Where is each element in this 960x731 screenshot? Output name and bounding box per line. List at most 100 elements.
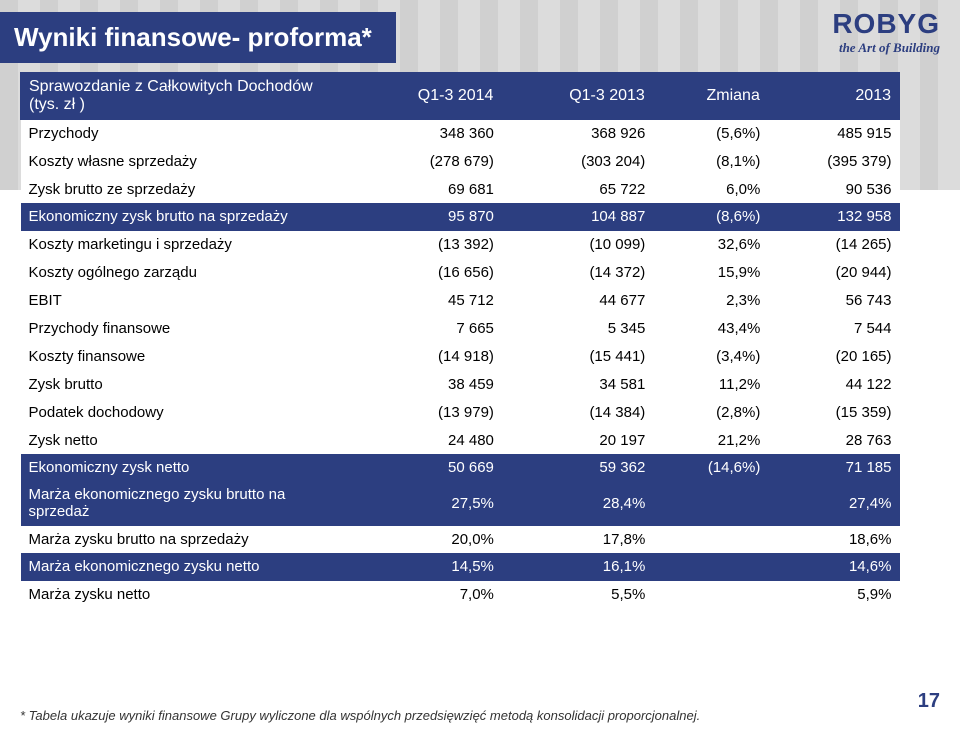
table-row: Marża ekonomicznego zysku netto14,5%16,1… — [21, 553, 900, 581]
table-cell: 95 870 — [351, 203, 502, 231]
row-label: Koszty własne sprzedaży — [21, 148, 351, 176]
table-cell: 20,0% — [351, 526, 502, 554]
table-cell: 50 669 — [351, 454, 502, 481]
table-cell: 20 197 — [502, 427, 653, 455]
table-cell: 32,6% — [653, 231, 768, 259]
table-cell: 24 480 — [351, 427, 502, 455]
table-row: EBIT45 71244 6772,3%56 743 — [21, 287, 900, 315]
table-row: Ekonomiczny zysk brutto na sprzedaży95 8… — [21, 203, 900, 231]
table-cell: (14,6%) — [653, 454, 768, 481]
header-col: 2013 — [768, 73, 899, 120]
row-label: Marża ekonomicznego zysku brutto na sprz… — [21, 481, 351, 526]
table-cell: 56 743 — [768, 287, 899, 315]
table-cell: (14 384) — [502, 399, 653, 427]
table-cell: 368 926 — [502, 120, 653, 148]
table-cell: 132 958 — [768, 203, 899, 231]
table-cell: (20 165) — [768, 343, 899, 371]
table-row: Przychody348 360368 926(5,6%)485 915 — [21, 120, 900, 148]
table-cell: 34 581 — [502, 371, 653, 399]
table-cell: 27,5% — [351, 481, 502, 526]
table-cell — [653, 526, 768, 554]
table-row: Koszty własne sprzedaży(278 679)(303 204… — [21, 148, 900, 176]
table-row: Podatek dochodowy(13 979)(14 384)(2,8%)(… — [21, 399, 900, 427]
logo-tagline: the Art of Building — [832, 40, 940, 56]
row-label: Ekonomiczny zysk netto — [21, 454, 351, 481]
table-cell: 44 122 — [768, 371, 899, 399]
row-label: Marża ekonomicznego zysku netto — [21, 553, 351, 581]
header-label: Sprawozdanie z Całkowitych Dochodów (tys… — [21, 73, 351, 120]
table-cell: 90 536 — [768, 176, 899, 204]
table-cell: 18,6% — [768, 526, 899, 554]
table-cell: (8,1%) — [653, 148, 768, 176]
table-cell: 17,8% — [502, 526, 653, 554]
row-label: Marża zysku netto — [21, 581, 351, 609]
footnote: * Tabela ukazuje wyniki finansowe Grupy … — [20, 708, 700, 723]
table-cell: 69 681 — [351, 176, 502, 204]
table-row: Zysk brutto ze sprzedaży69 68165 7226,0%… — [21, 176, 900, 204]
table-row: Koszty marketingu i sprzedaży(13 392)(10… — [21, 231, 900, 259]
row-label: EBIT — [21, 287, 351, 315]
table-cell: (13 979) — [351, 399, 502, 427]
row-label: Koszty finansowe — [21, 343, 351, 371]
table-cell: 59 362 — [502, 454, 653, 481]
table-cell: 11,2% — [653, 371, 768, 399]
table-cell: (395 379) — [768, 148, 899, 176]
table-cell: (15 441) — [502, 343, 653, 371]
table-cell: 14,6% — [768, 553, 899, 581]
row-label: Zysk brutto — [21, 371, 351, 399]
row-label: Koszty marketingu i sprzedaży — [21, 231, 351, 259]
table-row: Marża zysku netto7,0%5,5%5,9% — [21, 581, 900, 609]
table-cell: 6,0% — [653, 176, 768, 204]
table-cell: (10 099) — [502, 231, 653, 259]
table-cell: 65 722 — [502, 176, 653, 204]
table-cell: 348 360 — [351, 120, 502, 148]
table-cell: 7 665 — [351, 315, 502, 343]
table-cell: (14 265) — [768, 231, 899, 259]
table-row: Zysk netto24 48020 19721,2%28 763 — [21, 427, 900, 455]
table-cell: (303 204) — [502, 148, 653, 176]
table-cell: (16 656) — [351, 259, 502, 287]
table-row: Przychody finansowe7 6655 34543,4%7 544 — [21, 315, 900, 343]
row-label: Przychody finansowe — [21, 315, 351, 343]
header-col: Q1-3 2014 — [351, 73, 502, 120]
page-number: 17 — [918, 690, 940, 713]
table-cell: 104 887 — [502, 203, 653, 231]
table-cell: 71 185 — [768, 454, 899, 481]
table-row: Ekonomiczny zysk netto50 66959 362(14,6%… — [21, 454, 900, 481]
brand-logo: ROBYG the Art of Building — [832, 8, 940, 56]
table-cell: (2,8%) — [653, 399, 768, 427]
table-cell: (3,4%) — [653, 343, 768, 371]
table-cell: 485 915 — [768, 120, 899, 148]
table-cell: 44 677 — [502, 287, 653, 315]
table-cell: 5,5% — [502, 581, 653, 609]
table-cell: (278 679) — [351, 148, 502, 176]
table-cell: 28 763 — [768, 427, 899, 455]
table-cell: 43,4% — [653, 315, 768, 343]
table-cell: 21,2% — [653, 427, 768, 455]
table-row: Marża zysku brutto na sprzedaży20,0%17,8… — [21, 526, 900, 554]
table-cell: (20 944) — [768, 259, 899, 287]
table-cell: 16,1% — [502, 553, 653, 581]
table-cell: 5 345 — [502, 315, 653, 343]
table-cell: 38 459 — [351, 371, 502, 399]
table-row: Marża ekonomicznego zysku brutto na sprz… — [21, 481, 900, 526]
financial-table: Sprawozdanie z Całkowitych Dochodów (tys… — [20, 72, 900, 608]
table-cell: (14 918) — [351, 343, 502, 371]
table-cell: 27,4% — [768, 481, 899, 526]
table-row: Koszty finansowe(14 918)(15 441)(3,4%)(2… — [21, 343, 900, 371]
table-cell: (5,6%) — [653, 120, 768, 148]
table-row: Koszty ogólnego zarządu(16 656)(14 372)1… — [21, 259, 900, 287]
table-cell: (13 392) — [351, 231, 502, 259]
table-row: Zysk brutto38 45934 58111,2%44 122 — [21, 371, 900, 399]
table-cell: (8,6%) — [653, 203, 768, 231]
row-label: Przychody — [21, 120, 351, 148]
row-label: Ekonomiczny zysk brutto na sprzedaży — [21, 203, 351, 231]
row-label: Zysk brutto ze sprzedaży — [21, 176, 351, 204]
table-cell: (14 372) — [502, 259, 653, 287]
table-cell — [653, 581, 768, 609]
table-cell: (15 359) — [768, 399, 899, 427]
table-cell: 2,3% — [653, 287, 768, 315]
header-col: Zmiana — [653, 73, 768, 120]
table-cell — [653, 481, 768, 526]
table-cell: 7,0% — [351, 581, 502, 609]
